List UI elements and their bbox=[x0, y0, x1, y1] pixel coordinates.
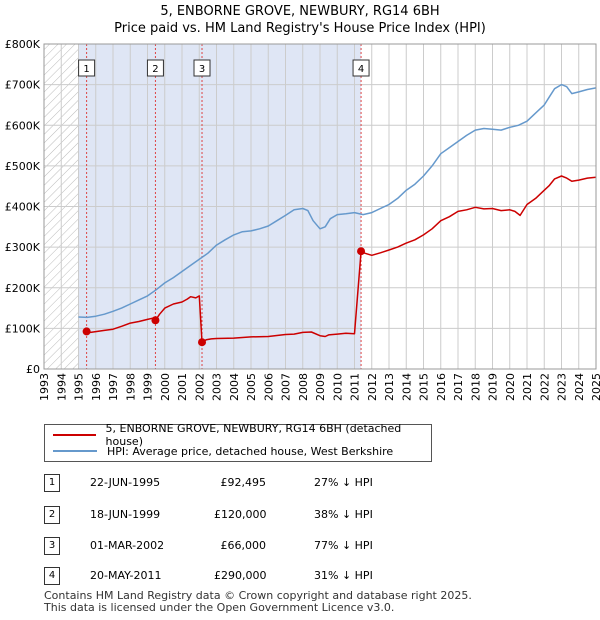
legend-label-hpi: HPI: Average price, detached house, West… bbox=[107, 444, 394, 458]
x-tick-label: 2005 bbox=[245, 373, 258, 401]
y-tick-label: £800K bbox=[5, 38, 41, 51]
transaction-row: 3 01-MAR-2002 £66,000 77% ↓ HPI bbox=[44, 537, 404, 557]
x-tick-label: 2021 bbox=[521, 373, 534, 401]
x-tick-label: 2020 bbox=[504, 373, 517, 401]
x-tick-label: 2009 bbox=[314, 373, 327, 401]
x-tick-label: 2017 bbox=[452, 373, 465, 401]
legend-label-property: 5, ENBORNE GROVE, NEWBURY, RG14 6BH (det… bbox=[105, 422, 402, 448]
y-tick-label: £200K bbox=[5, 282, 41, 295]
transaction-date: 18-JUN-1999 bbox=[90, 508, 161, 521]
x-tick-label: 2011 bbox=[349, 373, 362, 401]
transaction-row: 4 20-MAY-2011 £290,000 31% ↓ HPI bbox=[44, 567, 404, 587]
sale-label-box bbox=[193, 59, 211, 77]
series-line-hpi bbox=[78, 83, 597, 319]
sale-label: 3 bbox=[199, 64, 205, 75]
x-tick-label: 2019 bbox=[487, 373, 500, 401]
x-tick-label: 2010 bbox=[331, 373, 344, 401]
sale-label-box bbox=[146, 59, 164, 77]
x-tick-label: 2023 bbox=[556, 373, 569, 401]
x-tick-label: 1995 bbox=[73, 373, 86, 401]
y-tick-label: £100K bbox=[5, 322, 41, 335]
transaction-hpi-diff: 38% ↓ HPI bbox=[314, 508, 373, 521]
legend-item-property: 5, ENBORNE GROVE, NEWBURY, RG14 6BH (det… bbox=[53, 422, 431, 448]
series-line-property bbox=[86, 175, 597, 343]
footer-copyright: Contains HM Land Registry data © Crown c… bbox=[44, 589, 472, 602]
x-tick-label: 2002 bbox=[193, 373, 206, 401]
chart-title: 5, ENBORNE GROVE, NEWBURY, RG14 6BH bbox=[160, 4, 440, 19]
sale-label-box bbox=[352, 59, 370, 77]
transaction-hpi-diff: 27% ↓ HPI bbox=[314, 476, 373, 489]
x-tick-label: 2014 bbox=[400, 373, 413, 401]
x-tick-label: 1994 bbox=[55, 373, 68, 401]
sale-point bbox=[357, 247, 366, 256]
x-tick-label: 1997 bbox=[107, 373, 120, 401]
transaction-date: 20-MAY-2011 bbox=[90, 569, 162, 582]
transaction-date: 01-MAR-2002 bbox=[90, 539, 165, 552]
transaction-badge: 4 bbox=[44, 567, 60, 585]
chart-subtitle: Price paid vs. HM Land Registry's House … bbox=[114, 21, 486, 36]
transaction-price: £66,000 bbox=[220, 539, 267, 552]
transaction-badge: 1 bbox=[44, 474, 60, 492]
sale-point bbox=[151, 316, 160, 325]
x-tick-label: 2006 bbox=[262, 373, 275, 401]
x-tick-label: 2025 bbox=[590, 373, 600, 401]
legend-swatch-property bbox=[53, 434, 96, 436]
y-tick-label: £0 bbox=[26, 363, 40, 376]
x-tick-label: 1998 bbox=[124, 373, 137, 401]
x-tick-label: 1996 bbox=[90, 373, 103, 401]
x-tick-label: 2001 bbox=[176, 373, 189, 401]
footer-license: This data is licensed under the Open Gov… bbox=[44, 601, 395, 614]
y-tick-label: £300K bbox=[5, 241, 41, 254]
y-tick-label: £600K bbox=[5, 119, 41, 132]
sale-label-box bbox=[78, 59, 96, 77]
x-tick-label: 2024 bbox=[573, 373, 586, 401]
plot-border bbox=[43, 43, 597, 370]
x-tick-label: 2003 bbox=[211, 373, 224, 401]
legend-item-hpi: HPI: Average price, detached house, West… bbox=[53, 443, 393, 459]
x-tick-label: 1999 bbox=[142, 373, 155, 401]
x-tick-label: 1993 bbox=[38, 373, 51, 401]
sale-point bbox=[82, 327, 91, 336]
x-tick-label: 2016 bbox=[435, 373, 448, 401]
transaction-row: 2 18-JUN-1999 £120,000 38% ↓ HPI bbox=[44, 506, 404, 526]
x-tick-label: 2007 bbox=[280, 373, 293, 401]
x-tick-label: 2008 bbox=[297, 373, 310, 401]
sale-label: 1 bbox=[83, 64, 89, 75]
sale-label: 4 bbox=[358, 64, 364, 75]
sale-point bbox=[198, 338, 207, 347]
y-tick-label: £500K bbox=[5, 160, 41, 173]
y-tick-label: £400K bbox=[5, 201, 41, 214]
transaction-badge: 3 bbox=[44, 537, 60, 555]
transaction-hpi-diff: 31% ↓ HPI bbox=[314, 569, 373, 582]
transaction-row: 1 22-JUN-1995 £92,495 27% ↓ HPI bbox=[44, 474, 404, 494]
transaction-badge: 2 bbox=[44, 506, 60, 524]
transaction-price: £290,000 bbox=[214, 569, 267, 582]
transaction-hpi-diff: 77% ↓ HPI bbox=[314, 539, 373, 552]
x-tick-label: 2018 bbox=[469, 373, 482, 401]
price-chart: £0 £100K £200K £300K £400K £500K £600K £700K £80… bbox=[5, 38, 600, 401]
x-tick-label: 2012 bbox=[366, 373, 379, 401]
legend-swatch-hpi bbox=[53, 450, 97, 452]
legend: 5, ENBORNE GROVE, NEWBURY, RG14 6BH (det… bbox=[44, 422, 432, 462]
x-tick-label: 2013 bbox=[383, 373, 396, 401]
sale-label: 2 bbox=[152, 64, 158, 75]
y-tick-label: £700K bbox=[5, 79, 41, 92]
x-tick-label: 2015 bbox=[418, 373, 431, 401]
x-tick-label: 2004 bbox=[228, 373, 241, 401]
x-tick-label: 2022 bbox=[538, 373, 551, 401]
transaction-price: £120,000 bbox=[214, 508, 267, 521]
transaction-date: 22-JUN-1995 bbox=[90, 476, 161, 489]
transaction-price: £92,495 bbox=[220, 476, 267, 489]
x-tick-label: 2000 bbox=[159, 373, 172, 401]
